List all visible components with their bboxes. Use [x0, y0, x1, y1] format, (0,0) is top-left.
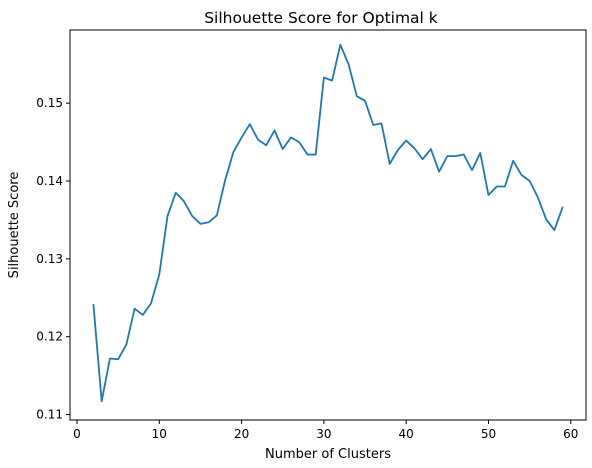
y-tick-label: 0.15	[36, 96, 63, 110]
x-tick-label: 10	[152, 427, 167, 441]
y-tick-label: 0.12	[36, 330, 63, 344]
x-tick-label: 60	[563, 427, 578, 441]
series-line-0	[92, 43, 564, 403]
x-tick-label: 30	[316, 427, 331, 441]
y-tick-label: 0.11	[36, 408, 63, 422]
x-tick-label: 40	[399, 427, 414, 441]
x-tick-label: 0	[73, 427, 81, 441]
plot-frame	[69, 29, 587, 421]
x-tick-label: 20	[234, 427, 249, 441]
chart-title: Silhouette Score for Optimal k	[204, 9, 438, 27]
x-tick-label: 50	[481, 427, 496, 441]
y-tick-label: 0.14	[36, 174, 63, 188]
y-tick-label: 0.13	[36, 252, 63, 266]
x-axis-label: Number of Clusters	[265, 447, 391, 462]
y-axis-label: Silhouette Score	[7, 172, 22, 279]
